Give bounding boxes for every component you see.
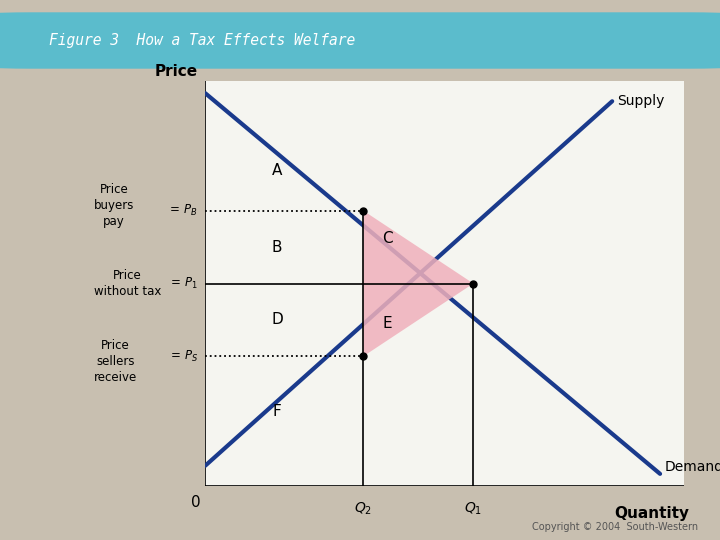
Text: A: A: [272, 163, 282, 178]
Text: Supply: Supply: [617, 94, 665, 108]
Text: E: E: [382, 316, 392, 332]
Text: Demand: Demand: [665, 460, 720, 474]
Text: $Q_2$: $Q_2$: [354, 500, 372, 517]
Polygon shape: [363, 211, 473, 356]
Text: C: C: [382, 232, 392, 246]
Text: $Q_1$: $Q_1$: [464, 500, 482, 517]
Text: Price
without tax: Price without tax: [94, 269, 161, 298]
Text: $= \,\mathit{P_1}$: $= \,\mathit{P_1}$: [168, 276, 198, 291]
FancyBboxPatch shape: [0, 12, 720, 69]
Text: F: F: [273, 403, 282, 418]
Text: B: B: [271, 240, 282, 254]
Text: Copyright © 2004  South-Western: Copyright © 2004 South-Western: [532, 522, 698, 532]
Text: Price
sellers
receive: Price sellers receive: [94, 339, 137, 384]
Text: Figure 3  How a Tax Effects Welfare: Figure 3 How a Tax Effects Welfare: [49, 33, 355, 48]
Text: Price
buyers
pay: Price buyers pay: [94, 183, 134, 228]
Text: Quantity: Quantity: [613, 507, 689, 521]
Text: 0: 0: [191, 495, 200, 510]
Text: $= \,\mathit{P_B}$: $= \,\mathit{P_B}$: [168, 203, 198, 218]
Text: $= \,\mathit{P_S}$: $= \,\mathit{P_S}$: [168, 349, 198, 364]
Text: D: D: [271, 313, 283, 327]
Text: Price: Price: [155, 64, 198, 79]
